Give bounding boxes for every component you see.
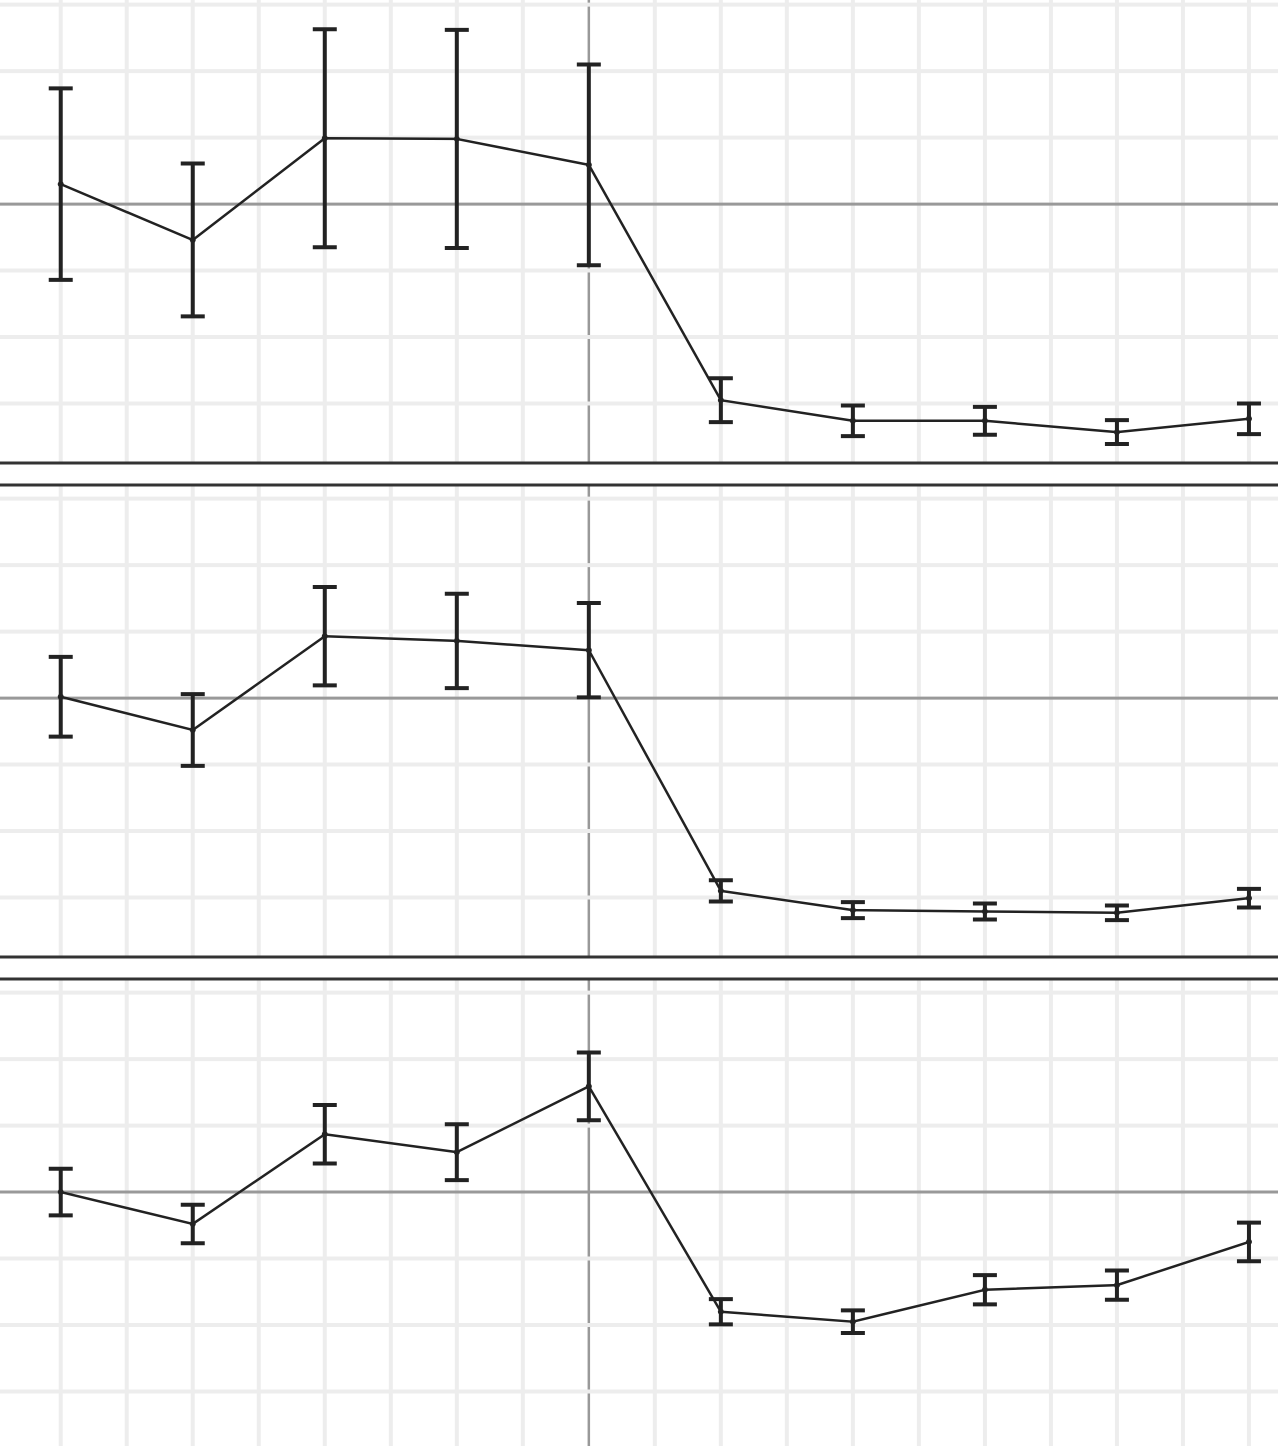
data-point bbox=[321, 1131, 328, 1138]
data-point bbox=[321, 633, 328, 640]
data-point bbox=[981, 417, 988, 424]
data-point bbox=[585, 161, 592, 168]
data-point bbox=[585, 647, 592, 654]
data-point bbox=[57, 181, 64, 188]
data-point bbox=[453, 637, 460, 644]
data-point bbox=[849, 907, 856, 914]
data-line bbox=[60, 137, 1250, 434]
data-point bbox=[981, 908, 988, 915]
data-point bbox=[1245, 895, 1252, 902]
data-point bbox=[321, 135, 328, 142]
data-point bbox=[57, 693, 64, 700]
data-line bbox=[60, 1085, 1250, 1323]
data-point bbox=[1113, 909, 1120, 916]
data-point bbox=[849, 417, 856, 424]
data-point bbox=[981, 1286, 988, 1293]
data-point bbox=[189, 726, 196, 733]
data-point bbox=[717, 397, 724, 404]
data-point bbox=[1245, 415, 1252, 422]
data-point bbox=[1245, 1238, 1252, 1245]
data-point bbox=[453, 135, 460, 142]
data-point bbox=[585, 1083, 592, 1090]
data-point bbox=[717, 1308, 724, 1315]
data-point bbox=[453, 1149, 460, 1156]
data-point bbox=[1113, 429, 1120, 436]
data-point bbox=[57, 1189, 64, 1196]
data-point bbox=[717, 887, 724, 894]
data-point bbox=[189, 1220, 196, 1227]
data-point bbox=[189, 236, 196, 243]
data-line bbox=[60, 634, 1250, 915]
data-point bbox=[1113, 1282, 1120, 1289]
data-point bbox=[849, 1318, 856, 1325]
